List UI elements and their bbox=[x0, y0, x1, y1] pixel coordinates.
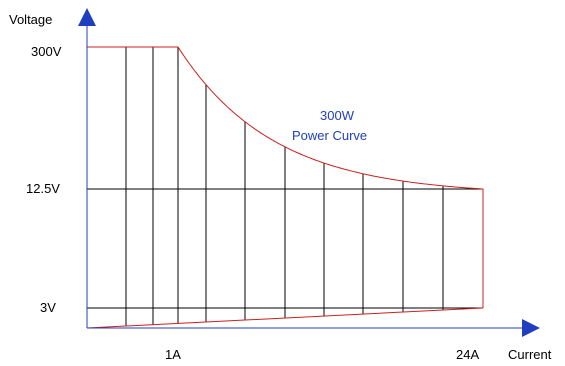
envelope-fill-lines bbox=[125, 47, 444, 327]
x-axis-label: Current bbox=[508, 347, 552, 362]
y-tick-300v: 300V bbox=[31, 44, 62, 59]
x-tick-1a: 1A bbox=[165, 347, 181, 362]
y-axis-label: Voltage bbox=[9, 12, 52, 27]
min-voltage-line bbox=[86, 307, 484, 329]
y-tick-3v: 3V bbox=[40, 300, 56, 315]
y-axis-arrow-icon bbox=[78, 8, 96, 26]
power-curve bbox=[87, 46, 484, 308]
x-tick-24a: 24A bbox=[456, 347, 479, 362]
power-curve-label: Power Curve bbox=[292, 128, 367, 143]
power-rating-label: 300W bbox=[320, 108, 355, 123]
x-axis-arrow-icon bbox=[522, 319, 540, 337]
y-tick-12-5v: 12.5V bbox=[26, 181, 60, 196]
